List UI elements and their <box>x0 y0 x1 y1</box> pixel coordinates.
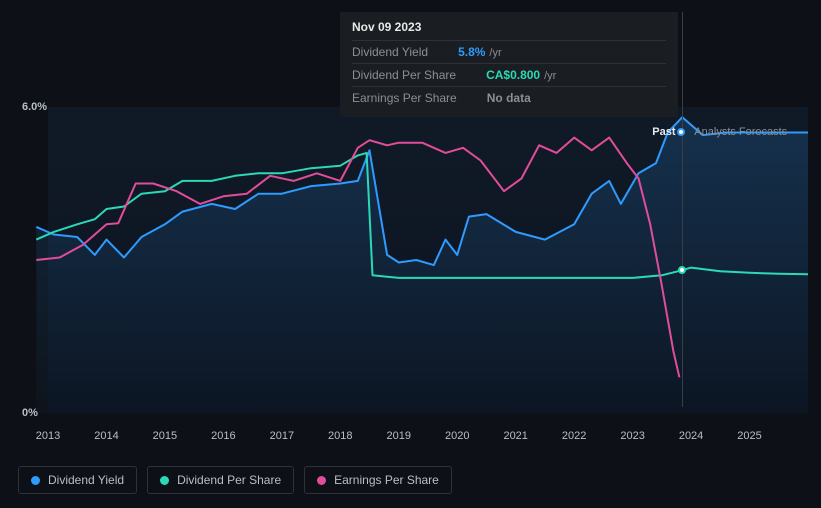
x-axis-tick: 2015 <box>153 430 177 442</box>
tooltip-row-value: No data <box>487 91 531 105</box>
x-axis-tick: 2023 <box>620 430 644 442</box>
x-axis-tick: 2014 <box>94 430 118 442</box>
tooltip-row-label: Dividend Per Share <box>352 68 456 82</box>
x-axis-tick: 2013 <box>36 430 60 442</box>
chart-tooltip: Nov 09 2023 Dividend Yield 5.8% /yr Divi… <box>340 12 678 117</box>
tooltip-row-label: Earnings Per Share <box>352 91 457 105</box>
x-axis-tick: 2016 <box>211 430 235 442</box>
tooltip-vertical-line <box>682 12 683 407</box>
tooltip-date: Nov 09 2023 <box>352 20 666 40</box>
tooltip-row-dividend-per-share: Dividend Per Share CA$0.800 /yr <box>352 63 666 86</box>
x-axis-tick: 2021 <box>503 430 527 442</box>
legend-label: Dividend Per Share <box>177 473 281 487</box>
y-axis-tick: 0% <box>22 407 38 419</box>
legend-swatch-icon <box>31 476 40 485</box>
analyst-forecast-label: Analysts Forecasts <box>694 126 787 138</box>
tooltip-row-earnings-per-share: Earnings Per Share No data <box>352 86 666 109</box>
tooltip-row-value: 5.8% <box>458 45 485 59</box>
dividend-yield-area <box>36 117 808 413</box>
x-axis-tick: 2019 <box>387 430 411 442</box>
legend-item-dividend-per-share[interactable]: Dividend Per Share <box>147 466 294 494</box>
x-axis-tick: 2025 <box>737 430 761 442</box>
x-axis-tick: 2020 <box>445 430 469 442</box>
chart-svg <box>48 107 808 413</box>
tooltip-row-dividend-yield: Dividend Yield 5.8% /yr <box>352 40 666 63</box>
tooltip-row-value: CA$0.800 <box>486 68 540 82</box>
tooltip-row-label: Dividend Yield <box>352 45 428 59</box>
legend-item-earnings-per-share[interactable]: Earnings Per Share <box>304 466 452 494</box>
legend-label: Earnings Per Share <box>334 473 439 487</box>
past-label: Past <box>652 126 675 138</box>
chart-legend: Dividend Yield Dividend Per Share Earnin… <box>18 466 452 494</box>
x-axis-tick: 2022 <box>562 430 586 442</box>
legend-label: Dividend Yield <box>48 473 124 487</box>
dividend-history-chart: Past Analysts Forecasts Nov 09 2023 Divi… <box>0 0 821 508</box>
legend-item-dividend-yield[interactable]: Dividend Yield <box>18 466 137 494</box>
legend-swatch-icon <box>160 476 169 485</box>
legend-swatch-icon <box>317 476 326 485</box>
y-axis-tick: 6.0% <box>22 101 47 113</box>
past-future-marker-dot <box>677 128 685 136</box>
tooltip-row-unit: /yr <box>544 70 556 82</box>
x-axis-tick: 2018 <box>328 430 352 442</box>
tooltip-row-unit: /yr <box>489 47 501 59</box>
x-axis-tick: 2024 <box>679 430 703 442</box>
x-axis-tick: 2017 <box>270 430 294 442</box>
